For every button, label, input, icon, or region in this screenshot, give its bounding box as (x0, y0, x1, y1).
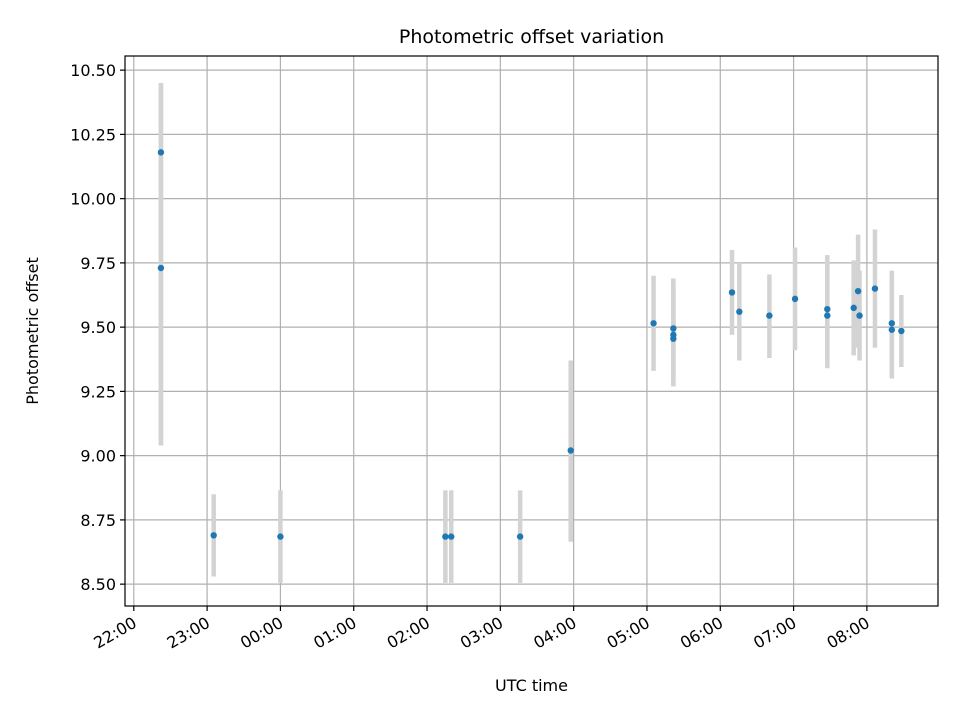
grid-lines (125, 56, 938, 606)
y-tick-label: 9.75 (80, 254, 116, 273)
data-point (567, 447, 574, 454)
y-tick-label: 9.50 (80, 318, 116, 337)
y-tick-label: 10.00 (70, 190, 116, 209)
data-point (888, 326, 896, 333)
x-tick-label: 05:00 (604, 613, 653, 653)
x-tick-label: 03:00 (457, 613, 506, 653)
data-point (442, 533, 449, 540)
error-bars (158, 82, 904, 583)
x-tick-label: 00:00 (237, 613, 286, 653)
data-point (888, 320, 896, 327)
data-point (728, 289, 736, 296)
y-axis-ticks: 8.50 8.75 9.00 9.25 9.50 9.75 10.00 10.25 10.50 (70, 61, 125, 594)
data-point (516, 533, 524, 540)
x-tick-label: 23:00 (164, 613, 213, 653)
data-point (766, 312, 773, 319)
y-tick-label: 10.50 (70, 61, 116, 80)
data-point (854, 287, 862, 295)
data-point (670, 335, 677, 342)
data-point (850, 304, 857, 312)
y-tick-label: 9.25 (80, 382, 116, 401)
y-tick-label: 8.75 (80, 511, 116, 530)
chart-title: Photometric offset variation (399, 26, 664, 48)
x-tick-label: 08:00 (823, 613, 872, 653)
x-tick-label: 02:00 (384, 613, 433, 653)
y-axis-title: Photometric offset (23, 257, 42, 405)
data-point (210, 532, 217, 539)
data-point (791, 295, 799, 303)
x-axis-title: UTC time (495, 676, 568, 695)
y-tick-label: 9.00 (80, 447, 116, 466)
data-points (157, 149, 905, 540)
data-point (670, 325, 677, 332)
data-point (871, 285, 879, 292)
data-point (898, 327, 905, 335)
data-point (856, 312, 863, 319)
x-axis-ticks: 22:00 23:00 00:00 01:00 02:00 03:00 04:00 05:00… (90, 606, 873, 653)
data-point (650, 320, 657, 327)
x-tick-label: 07:00 (750, 613, 799, 653)
data-point (736, 308, 743, 315)
y-tick-label: 10.25 (70, 125, 116, 144)
plot-frame (124, 55, 939, 607)
x-tick-label: 01:00 (310, 613, 359, 653)
x-tick-label: 04:00 (530, 613, 579, 653)
data-point (277, 533, 284, 540)
data-point (824, 312, 831, 319)
x-tick-label: 22:00 (90, 613, 139, 653)
data-point (157, 264, 165, 272)
y-tick-label: 8.50 (80, 575, 116, 594)
data-point (157, 149, 165, 156)
x-tick-label: 06:00 (677, 613, 726, 653)
data-point (448, 533, 455, 540)
data-point (824, 305, 831, 313)
